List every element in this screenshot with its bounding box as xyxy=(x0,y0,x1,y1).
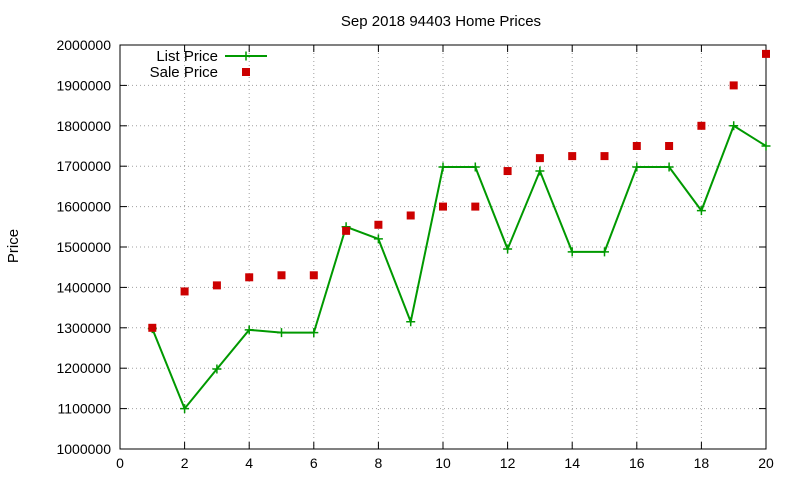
x-tick-label: 18 xyxy=(694,455,710,471)
grid xyxy=(120,45,766,449)
list-price-point xyxy=(406,317,416,327)
x-tick-label: 0 xyxy=(116,455,124,471)
sale-price-point xyxy=(309,271,318,280)
x-tick-label: 16 xyxy=(629,455,645,471)
sale-price-point xyxy=(535,154,544,163)
y-tick-label: 1000000 xyxy=(56,441,111,457)
y-tick-label: 1900000 xyxy=(56,77,111,93)
x-tick-label: 6 xyxy=(310,455,318,471)
list-price-point xyxy=(729,121,739,131)
list-price-point xyxy=(664,162,674,172)
list-price-line xyxy=(151,124,767,411)
list-price-point xyxy=(600,247,609,257)
sale-price-point xyxy=(762,49,770,58)
series-layer xyxy=(147,49,771,414)
y-tick-label: 1300000 xyxy=(56,320,111,336)
list-price-point xyxy=(761,141,771,151)
y-tick-label: 1200000 xyxy=(56,360,111,376)
list-price-point xyxy=(212,364,222,374)
y-axis-label: Price xyxy=(5,229,22,263)
sale-price-point xyxy=(406,211,415,220)
sale-price-point xyxy=(729,81,738,90)
y-tick-label: 1100000 xyxy=(58,401,112,417)
sale-price-point xyxy=(503,167,512,176)
x-tick-label: 4 xyxy=(245,455,253,471)
list-price-point xyxy=(535,166,545,176)
y-tick-label: 1700000 xyxy=(56,158,111,174)
sale-price-point xyxy=(471,202,480,211)
x-tick-label: 14 xyxy=(564,455,580,471)
list-price-point xyxy=(244,325,254,335)
legend-swatch-sale-price xyxy=(242,68,250,76)
sale-price-point xyxy=(632,142,641,150)
chart-title: Sep 2018 94403 Home Prices xyxy=(341,13,541,30)
legend-label: List Price xyxy=(156,48,218,65)
sale-price-point xyxy=(374,220,383,229)
x-tick-label: 20 xyxy=(758,455,774,471)
axes: 0 2 4 6 8 10 12 14 16 18 20 1000000 1100000 1200000 13… xyxy=(56,37,774,471)
y-tick-label: 1600000 xyxy=(56,199,111,215)
x-tick-label: 2 xyxy=(181,455,189,471)
x-tick-label: 8 xyxy=(375,455,383,471)
list-price-point xyxy=(503,244,513,254)
y-tick-label: 1500000 xyxy=(56,239,111,255)
y-tick-label: 1400000 xyxy=(56,279,111,295)
sale-price-point xyxy=(180,287,189,296)
x-tick-label: 12 xyxy=(500,455,516,471)
series-0 xyxy=(147,121,771,414)
x-tick-label: 10 xyxy=(435,455,451,471)
sale-price-point xyxy=(439,202,447,211)
series-1 xyxy=(148,49,770,332)
sale-price-point xyxy=(277,271,286,280)
list-price-point xyxy=(567,247,577,257)
y-tick-label: 1800000 xyxy=(56,118,111,134)
legend-label: Sale Price xyxy=(150,64,218,81)
sale-price-point xyxy=(342,226,351,235)
list-price-point xyxy=(438,162,448,172)
sale-price-point xyxy=(665,142,674,150)
sale-price-point xyxy=(600,152,609,161)
list-price-point xyxy=(180,404,190,414)
list-price-point xyxy=(373,234,383,244)
y-tick-label: 2000000 xyxy=(56,37,111,53)
list-price-point xyxy=(696,206,706,216)
list-price-point xyxy=(277,328,286,338)
sale-price-point xyxy=(148,323,157,332)
sale-price-point xyxy=(697,121,706,130)
list-price-point xyxy=(632,162,642,172)
list-price-point xyxy=(470,162,480,172)
sale-price-point xyxy=(212,281,221,290)
sale-price-point xyxy=(568,152,577,161)
legend-marker-list-price xyxy=(241,51,251,61)
list-price-point xyxy=(309,328,319,338)
sale-price-point xyxy=(245,273,254,282)
